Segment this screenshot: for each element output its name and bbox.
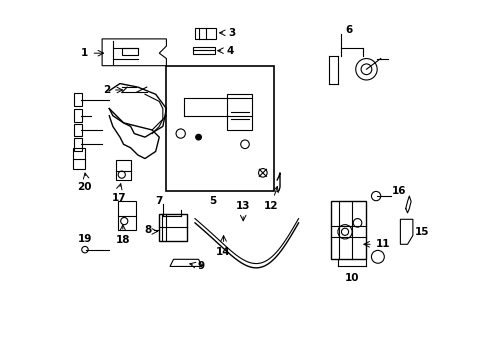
Text: 18: 18 xyxy=(116,235,130,245)
Circle shape xyxy=(196,134,201,140)
Text: 16: 16 xyxy=(392,186,406,197)
Bar xyxy=(73,148,85,169)
Text: 10: 10 xyxy=(345,273,360,283)
Text: 4: 4 xyxy=(226,46,233,56)
Bar xyxy=(117,160,131,180)
Text: 8: 8 xyxy=(145,225,152,235)
Bar xyxy=(74,123,82,136)
Text: 15: 15 xyxy=(415,227,429,237)
Bar xyxy=(118,202,136,230)
Bar xyxy=(74,138,82,151)
Text: 19: 19 xyxy=(78,234,92,244)
Text: 6: 6 xyxy=(345,25,352,35)
Text: 13: 13 xyxy=(236,201,250,211)
Text: 3: 3 xyxy=(228,28,235,38)
Bar xyxy=(74,109,82,122)
Bar xyxy=(167,66,273,191)
Text: 9: 9 xyxy=(198,261,205,271)
Text: 1: 1 xyxy=(81,48,89,58)
Text: 12: 12 xyxy=(264,202,278,211)
Text: 5: 5 xyxy=(209,196,217,206)
Text: 14: 14 xyxy=(216,247,231,257)
Text: 17: 17 xyxy=(112,193,126,203)
Text: 7: 7 xyxy=(155,197,162,206)
Bar xyxy=(159,214,187,241)
Text: 11: 11 xyxy=(375,239,390,249)
Bar xyxy=(227,94,252,130)
Bar xyxy=(74,93,82,106)
Text: 2: 2 xyxy=(103,85,110,95)
Text: 20: 20 xyxy=(77,182,92,192)
Bar xyxy=(331,202,367,258)
